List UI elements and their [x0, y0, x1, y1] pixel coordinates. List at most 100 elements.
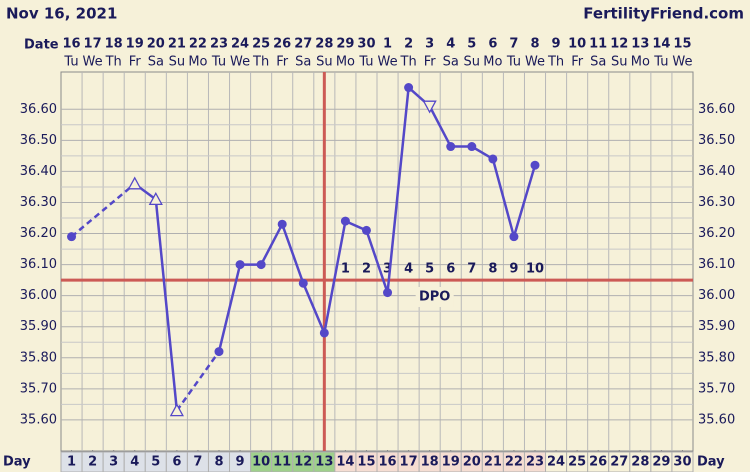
- temperature-point: [67, 232, 77, 242]
- x-tick-label: 10: [252, 455, 270, 470]
- date-label: 30: [357, 37, 375, 52]
- temperature-point: [467, 142, 477, 152]
- temperature-point: [383, 288, 393, 298]
- date-label: 2: [404, 37, 413, 52]
- weekday-label: Th: [547, 55, 564, 70]
- y-tick-label-right: 36.20: [698, 226, 735, 241]
- temperature-point: [235, 260, 245, 270]
- weekday-label: Su: [316, 55, 333, 70]
- weekday-label: Su: [611, 55, 628, 70]
- dpo-label: 3: [383, 262, 392, 277]
- y-tick-label-right: 36.40: [698, 164, 735, 179]
- x-tick-label: 15: [357, 455, 375, 470]
- weekday-label: Sa: [590, 55, 606, 70]
- weekday-label: We: [377, 55, 397, 70]
- date-label: 6: [488, 37, 497, 52]
- y-tick-label: 36.50: [20, 133, 57, 148]
- x-tick-label: 16: [378, 455, 396, 470]
- date-label: 12: [610, 37, 628, 52]
- weekday-label: Th: [252, 55, 269, 70]
- date-label: 16: [62, 37, 80, 52]
- y-tick-label-right: 36.60: [698, 102, 735, 117]
- y-tick-label-right: 36.50: [698, 133, 735, 148]
- day-row-label-right: Day: [697, 455, 725, 470]
- date-label: 10: [568, 37, 586, 52]
- x-tick-label: 6: [172, 455, 181, 470]
- y-tick-label: 35.80: [20, 350, 57, 365]
- day-row-label: Day: [3, 455, 31, 470]
- date-label: 24: [231, 37, 249, 52]
- dpo-title: DPO: [419, 290, 450, 305]
- date-label: 4: [446, 37, 455, 52]
- temperature-point: [298, 278, 308, 288]
- weekday-label: Sa: [295, 55, 311, 70]
- weekday-label: Sa: [148, 55, 164, 70]
- weekday-label: Tu: [358, 55, 373, 70]
- x-tick-label: 7: [193, 455, 202, 470]
- x-tick-label: 28: [631, 455, 649, 470]
- dpo-label: 5: [425, 262, 434, 277]
- temperature-point: [446, 142, 456, 152]
- weekday-label: Fr: [571, 55, 584, 70]
- x-tick-label: 20: [463, 455, 481, 470]
- y-tick-label-right: 35.80: [698, 350, 735, 365]
- y-tick-label-right: 36.00: [698, 288, 735, 303]
- date-label: 1: [383, 37, 392, 52]
- temperature-point: [319, 328, 329, 338]
- weekday-label: Tu: [211, 55, 226, 70]
- date-label: 5: [467, 37, 476, 52]
- excluded-point: [169, 403, 184, 417]
- date-label: 29: [336, 37, 354, 52]
- x-tick-label: 11: [273, 455, 291, 470]
- x-tick-label: 3: [109, 455, 118, 470]
- date-label: 18: [105, 37, 123, 52]
- date-label: 9: [552, 37, 561, 52]
- day-cell: [671, 451, 694, 472]
- x-tick-label: 1: [67, 455, 76, 470]
- date-label: 8: [530, 37, 539, 52]
- x-tick-label: 18: [421, 455, 439, 470]
- date-label: 7: [509, 37, 518, 52]
- date-label: 3: [425, 37, 434, 52]
- dpo-label: 8: [488, 262, 497, 277]
- date-row-label: Date: [24, 38, 59, 53]
- date-label: 15: [673, 37, 691, 52]
- weekday-label: Su: [169, 55, 186, 70]
- date-label: 21: [168, 37, 186, 52]
- y-tick-label-right: 36.10: [698, 257, 735, 272]
- y-tick-label: 36.20: [20, 226, 57, 241]
- x-tick-label: 8: [214, 455, 223, 470]
- y-tick-label-right: 35.90: [698, 319, 735, 334]
- temperature-point: [361, 225, 371, 235]
- weekday-label: Th: [400, 55, 417, 70]
- gap-connector: [175, 350, 221, 412]
- temperature-point: [340, 216, 350, 226]
- x-tick-label: 13: [315, 455, 333, 470]
- date-label: 23: [210, 37, 228, 52]
- temperature-point: [488, 154, 498, 164]
- weekday-label: We: [525, 55, 545, 70]
- weekday-label: Sa: [443, 55, 459, 70]
- y-tick-label: 36.10: [20, 257, 57, 272]
- weekday-label: Tu: [63, 55, 78, 70]
- temperature-point: [404, 83, 414, 93]
- date-label: 26: [273, 37, 291, 52]
- y-tick-label: 36.60: [20, 102, 57, 117]
- date-label: 22: [189, 37, 207, 52]
- x-tick-label: 19: [442, 455, 460, 470]
- temperature-point: [509, 232, 519, 242]
- weekday-label: Mo: [483, 55, 502, 70]
- y-tick-label: 36.00: [20, 288, 57, 303]
- weekday-label: Tu: [653, 55, 668, 70]
- temperature-point: [530, 160, 540, 170]
- weekday-label: Mo: [188, 55, 207, 70]
- date-label: 13: [631, 37, 649, 52]
- y-tick-label-right: 35.70: [698, 381, 735, 396]
- excluded-point: [127, 176, 142, 190]
- dpo-label: 9: [509, 262, 518, 277]
- weekday-label: Mo: [336, 55, 355, 70]
- x-tick-label: 30: [673, 455, 691, 470]
- y-tick-label: 35.60: [20, 412, 57, 427]
- x-tick-label: 5: [151, 455, 160, 470]
